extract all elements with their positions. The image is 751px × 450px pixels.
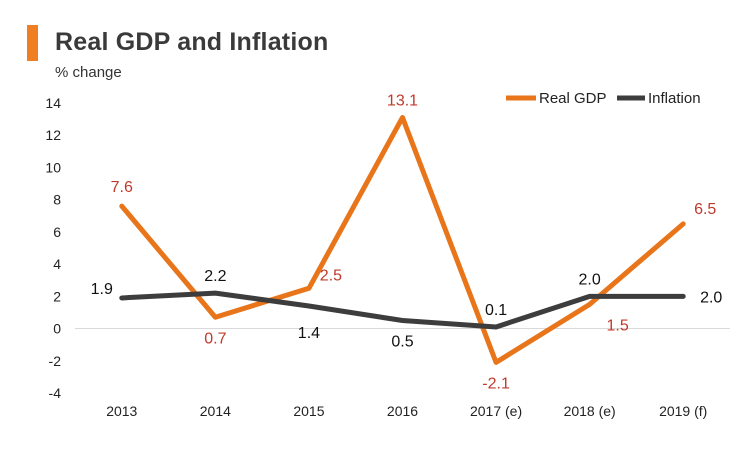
chart-legend: Real GDP Inflation [506,90,701,107]
data-label-inflation: 0.1 [485,302,507,319]
data-label-inflation: 1.4 [298,325,320,342]
data-label-inflation: 1.9 [91,281,113,298]
y-tick-label: 6 [53,224,61,240]
data-label-inflation: 0.5 [391,334,413,351]
data-label-real-gdp: 0.7 [204,330,226,347]
series-line-inflation [119,290,686,330]
x-tick-label: 2014 [200,403,231,419]
y-tick-label: 2 [53,288,61,304]
chart-series [119,115,686,365]
x-tick-label: 2017 (e) [470,403,522,419]
chart-data-labels: 7.6 0.7 2.5 13.1 -2.1 1.5 6.5 1.9 2.2 1.4 0.5 0.1 2.… [91,93,723,393]
data-label-real-gdp: -2.1 [482,375,510,392]
data-label-real-gdp: 1.5 [607,317,629,334]
title-accent-bar [27,25,38,61]
y-tick-label: -2 [49,353,62,369]
data-label-inflation: 2.0 [579,271,601,288]
chart-axes: -4 -2 0 2 4 6 8 10 12 14 2013 2014 2015 2016 2017 (e) 2… [45,95,730,419]
x-tick-label: 2019 (f) [659,403,707,419]
legend-label: Inflation [648,90,701,107]
legend-label: Real GDP [539,90,607,107]
y-tick-label: 10 [45,159,61,175]
y-tick-label: 14 [45,95,61,111]
y-tick-label: 0 [53,321,61,337]
y-tick-label: 4 [53,256,61,272]
data-label-inflation: 2.0 [700,289,722,306]
data-label-inflation: 2.2 [204,268,226,285]
data-label-real-gdp: 7.6 [111,179,133,196]
x-tick-label: 2015 [293,403,324,419]
data-label-real-gdp: 2.5 [320,267,342,284]
x-tick-label: 2016 [387,403,418,419]
chart-subtitle: % change [55,64,122,81]
y-tick-label: 12 [45,127,61,143]
x-tick-label: 2018 (e) [564,403,616,419]
y-tick-label: 8 [53,192,61,208]
data-label-real-gdp: 13.1 [387,93,418,110]
chart-title: Real GDP and Inflation [55,28,329,56]
y-tick-label: -4 [49,385,62,401]
series-line-real-gdp [119,115,686,365]
x-tick-label: 2013 [106,403,137,419]
data-label-real-gdp: 6.5 [694,201,716,218]
